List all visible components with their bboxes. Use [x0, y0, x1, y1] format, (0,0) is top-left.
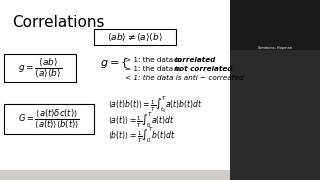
FancyBboxPatch shape	[230, 0, 320, 50]
Text: = 1: the data is: = 1: the data is	[125, 66, 183, 72]
Text: $g = \dfrac{\langle ab \rangle}{\langle a \rangle \langle b \rangle}$: $g = \dfrac{\langle ab \rangle}{\langle …	[18, 57, 62, 79]
Text: $G = \dfrac{\langle a(t)\delta c(t) \rangle}{\langle a(t) \rangle \langle b(t) \: $G = \dfrac{\langle a(t)\delta c(t) \ran…	[18, 108, 80, 130]
FancyBboxPatch shape	[94, 29, 176, 45]
Text: $\langle ab\rangle \neq \langle a\rangle\langle b\rangle$: $\langle ab\rangle \neq \langle a\rangle…	[107, 31, 163, 42]
Text: $\langle a(t) \rangle = \frac{1}{T}\int_{0}^{T} a(t)dt$: $\langle a(t) \rangle = \frac{1}{T}\int_…	[108, 110, 175, 130]
Text: $\langle a(t)b(t) \rangle = \frac{1}{T}\int_{t_0}^{T} a(t)b(t)dt$: $\langle a(t)b(t) \rangle = \frac{1}{T}\…	[108, 94, 203, 116]
FancyBboxPatch shape	[4, 54, 76, 82]
Text: > 1: the data is: > 1: the data is	[125, 57, 183, 63]
FancyBboxPatch shape	[0, 0, 230, 180]
Text: Simmons, Hopman: Simmons, Hopman	[258, 46, 292, 50]
FancyBboxPatch shape	[4, 104, 94, 134]
Text: < 1: the data is anti − correated: < 1: the data is anti − correated	[125, 75, 244, 81]
FancyBboxPatch shape	[0, 170, 230, 180]
Text: not correlated: not correlated	[174, 66, 233, 72]
Text: Correlations: Correlations	[12, 15, 105, 30]
Text: correlated: correlated	[174, 57, 216, 63]
FancyBboxPatch shape	[230, 50, 320, 180]
Text: $\langle b(t) \rangle = \frac{1}{T}\int_{0}^{T} b(t)dt$: $\langle b(t) \rangle = \frac{1}{T}\int_…	[108, 125, 175, 145]
Text: $g = \{$: $g = \{$	[100, 56, 129, 70]
